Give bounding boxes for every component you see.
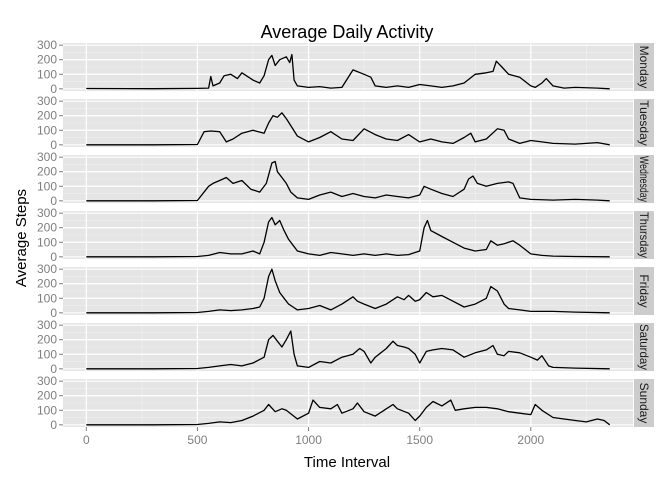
y-tick-label: 200 — [37, 109, 57, 123]
strip-background — [634, 99, 654, 147]
series-line-tuesday — [86, 112, 610, 146]
y-tick-label: 100 — [37, 403, 57, 417]
y-tick-label: 0 — [50, 418, 57, 432]
y-tick-label: 200 — [37, 53, 57, 67]
strip-label: Saturday — [637, 324, 651, 370]
strip-background — [634, 43, 654, 91]
y-tick-label: 0 — [50, 82, 57, 96]
y-tick-label: 300 — [37, 94, 57, 108]
y-tick-label: 200 — [37, 165, 57, 179]
y-tick-label: 100 — [37, 291, 57, 305]
series-line-wednesday — [86, 160, 610, 202]
y-tick-label: 0 — [50, 306, 57, 320]
strip-label: Sunday — [637, 383, 651, 424]
y-tick-label: 100 — [37, 179, 57, 193]
x-tick-label: 1500 — [406, 433, 433, 447]
x-tick-label: 2000 — [517, 433, 544, 447]
y-tick-label: 100 — [37, 347, 57, 361]
series-line-thursday — [86, 216, 610, 258]
strip-background — [634, 267, 654, 315]
y-tick-label: 200 — [37, 333, 57, 347]
strip-label: Monday — [637, 46, 651, 89]
y-tick-label: 0 — [50, 138, 57, 152]
y-tick-label: 300 — [37, 38, 57, 52]
strip-background — [634, 155, 654, 203]
strip-background — [634, 211, 654, 259]
y-tick-label: 200 — [37, 389, 57, 403]
y-tick-label: 0 — [50, 362, 57, 376]
y-tick-label: 100 — [37, 67, 57, 81]
strip-label: Tuesday — [637, 100, 651, 146]
series-line-monday — [86, 53, 610, 90]
y-tick-label: 100 — [37, 235, 57, 249]
y-tick-label: 300 — [37, 206, 57, 220]
series-line-sunday — [86, 399, 611, 426]
y-tick-label: 300 — [37, 318, 57, 332]
x-tick-label: 500 — [187, 433, 207, 447]
x-axis-title: Time Interval — [304, 454, 390, 471]
y-tick-label: 300 — [37, 374, 57, 388]
series-line-saturday — [86, 330, 610, 370]
series-line-friday — [86, 268, 610, 314]
x-tick-label: 1000 — [295, 433, 322, 447]
y-axis-title: Average Steps — [13, 189, 30, 287]
x-tick-label: 0 — [83, 433, 90, 447]
chart-title: Average Daily Activity — [261, 22, 434, 42]
y-tick-label: 100 — [37, 123, 57, 137]
strip-label: Wednesday — [637, 156, 651, 202]
y-tick-label: 200 — [37, 277, 57, 291]
y-tick-label: 300 — [37, 150, 57, 164]
strip-label: Thursday — [637, 212, 651, 258]
x-axis: 0 500 1000 1500 2000 — [83, 427, 544, 447]
y-tick-label: 0 — [50, 250, 57, 264]
strip-background — [634, 379, 654, 427]
strip-label: Friday — [637, 274, 651, 307]
y-tick-label: 0 — [50, 194, 57, 208]
y-tick-label: 200 — [37, 221, 57, 235]
y-tick-label: 300 — [37, 262, 57, 276]
strip-background — [634, 323, 654, 371]
